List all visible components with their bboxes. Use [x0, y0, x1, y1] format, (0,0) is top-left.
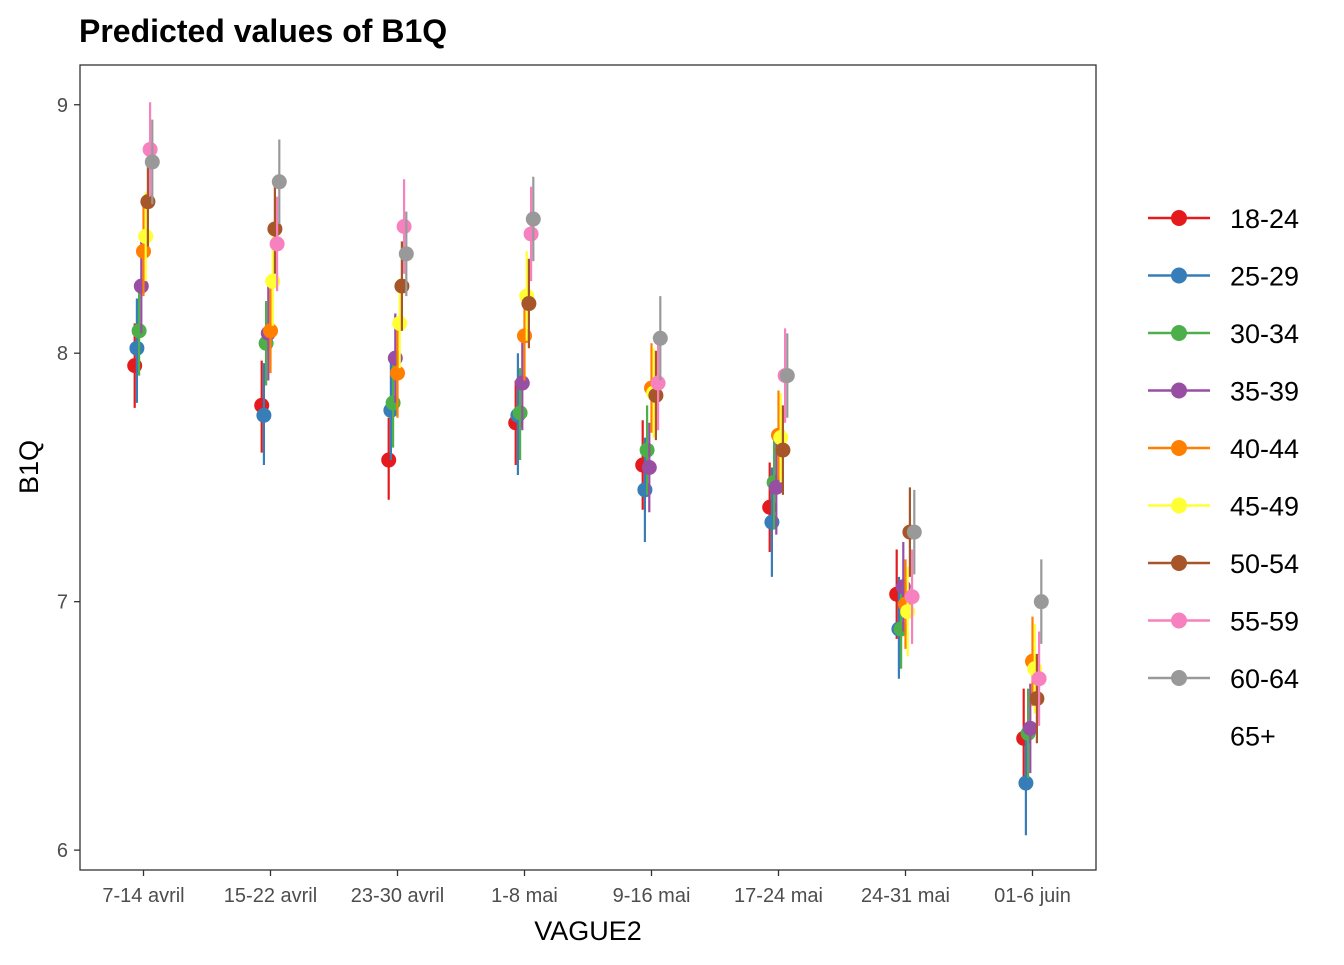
legend-item: 25-29 — [1148, 262, 1299, 292]
legend-label: 30-34 — [1230, 319, 1299, 349]
data-point — [1029, 691, 1045, 707]
data-point — [639, 442, 655, 458]
series-60-64 — [144, 119, 1049, 644]
data-point — [641, 460, 657, 475]
data-point — [512, 405, 528, 421]
data-point — [398, 246, 414, 262]
data-point — [652, 330, 668, 346]
data-point — [773, 430, 789, 446]
data-point — [269, 236, 285, 252]
legend-label: 40-44 — [1230, 434, 1299, 464]
legend-label: 45-49 — [1230, 492, 1299, 522]
legend-key-point — [1171, 267, 1187, 284]
data-point — [396, 218, 412, 234]
x-tick-label: 01-6 juin — [994, 885, 1071, 907]
data-point — [138, 228, 154, 244]
legend-item: 50-54 — [1148, 549, 1299, 579]
data-point — [129, 340, 145, 356]
legend-label: 35-39 — [1230, 377, 1299, 407]
data-point — [525, 211, 541, 227]
legend-label: 55-59 — [1230, 607, 1299, 637]
legend-key-point — [1171, 382, 1187, 399]
legend-item: 60-64 — [1148, 664, 1299, 694]
legend-key-point — [1171, 497, 1187, 514]
data-point — [144, 154, 160, 170]
data-point — [267, 221, 283, 237]
legend-item: 18-24 — [1148, 204, 1299, 234]
data-point — [775, 442, 791, 458]
x-tick-label: 17-24 mai — [734, 885, 823, 907]
data-point — [779, 368, 795, 384]
data-point — [1022, 720, 1038, 736]
data-point — [133, 278, 149, 294]
data-point — [650, 375, 666, 391]
data-point — [768, 479, 784, 495]
x-tick-label: 15-22 avril — [224, 885, 317, 907]
data-point — [1033, 594, 1049, 610]
plot-area — [127, 102, 1049, 836]
legend-key-point — [1171, 612, 1187, 629]
legend-key-point — [1171, 210, 1187, 226]
data-point — [142, 141, 158, 157]
legend-key-point — [1171, 555, 1187, 571]
data-point — [514, 375, 530, 391]
x-tick-label: 9-16 mai — [613, 885, 691, 907]
data-point — [392, 315, 408, 331]
data-point — [1031, 671, 1047, 687]
series-50-54 — [140, 156, 1045, 744]
y-axis: 6 7 8 9 — [57, 95, 80, 862]
legend-label: 18-24 — [1230, 204, 1299, 234]
data-point — [523, 226, 539, 242]
legend-item: 40-44 — [1148, 434, 1299, 464]
chart-title: Predicted values of B1Q — [79, 13, 447, 49]
y-tick-label: 9 — [57, 95, 68, 117]
y-tick-label: 8 — [57, 343, 68, 365]
data-point — [263, 323, 278, 339]
legend-label: 25-29 — [1230, 262, 1299, 292]
legend-label: 60-64 — [1230, 664, 1299, 694]
legend-item: 55-59 — [1148, 607, 1299, 637]
legend-item: 30-34 — [1148, 319, 1299, 349]
legend-label: 65+ — [1230, 722, 1276, 752]
data-point — [906, 524, 922, 540]
y-axis-title: B1Q — [14, 440, 44, 494]
panel-border — [79, 64, 1097, 871]
x-tick-label: 23-30 avril — [351, 885, 444, 907]
x-tick-label: 1-8 mai — [491, 885, 558, 907]
legend-key-point — [1171, 325, 1187, 341]
x-axis: 7-14 avril 15-22 avril 23-30 avril 1-8 mai 9… — [102, 870, 1071, 907]
x-tick-label: 24-31 mai — [861, 885, 950, 907]
data-point — [521, 296, 537, 312]
data-point — [648, 387, 664, 403]
legend: 18-24 25-29 30-34 35-39 40-44 45-49 50-54 55-59… — [1148, 204, 1299, 752]
legend-item: 35-39 — [1148, 377, 1299, 407]
legend-label: 50-54 — [1230, 549, 1299, 579]
legend-key-point — [1171, 670, 1187, 686]
data-point — [381, 452, 397, 468]
x-axis-title: VAGUE2 — [534, 916, 642, 946]
data-point — [131, 323, 147, 339]
y-tick-label: 7 — [57, 592, 68, 614]
data-point — [256, 407, 272, 423]
data-point — [136, 243, 151, 259]
data-point — [904, 589, 920, 605]
data-point — [1018, 775, 1034, 791]
legend-item: 65+ — [1230, 722, 1276, 752]
y-tick-label: 6 — [57, 840, 68, 862]
data-point — [271, 174, 287, 190]
data-point — [390, 365, 405, 381]
x-tick-label: 7-14 avril — [102, 885, 184, 907]
legend-key-point — [1171, 440, 1187, 456]
legend-item: 45-49 — [1148, 492, 1299, 522]
